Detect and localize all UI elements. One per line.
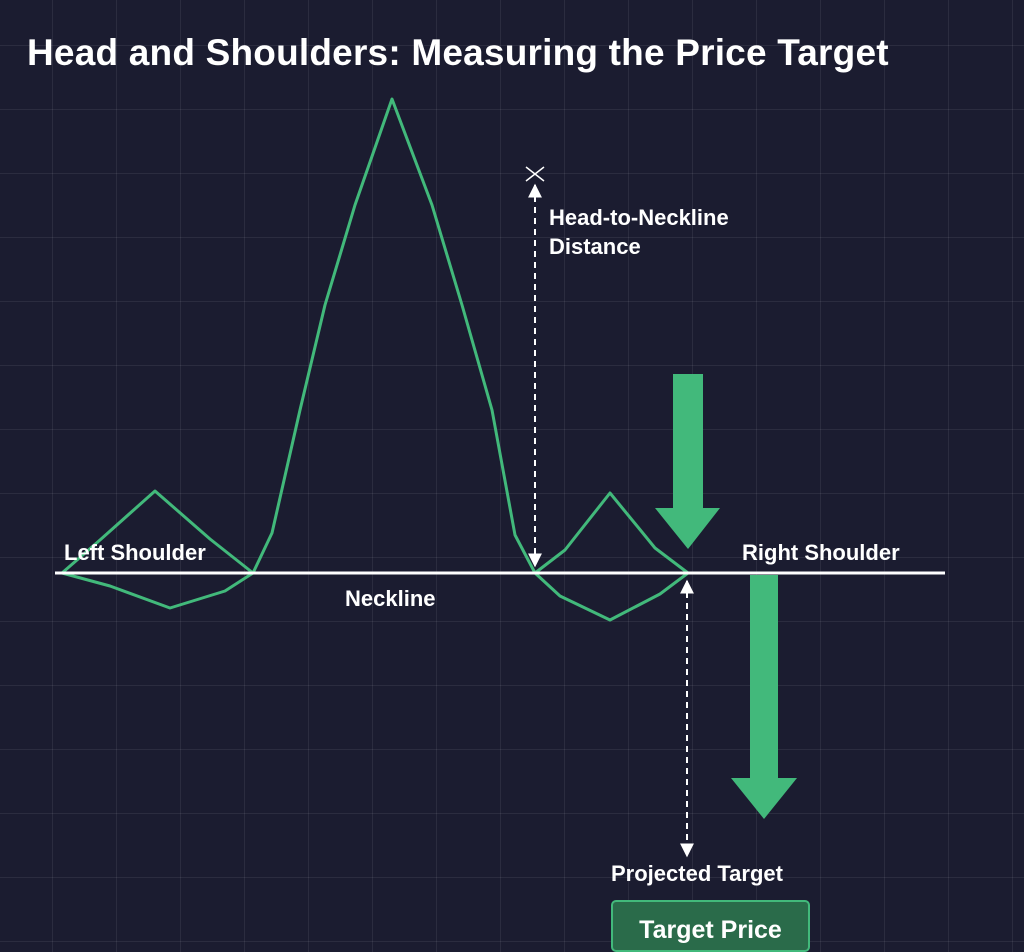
distance-top-cap xyxy=(525,166,545,182)
target-projection-arrow xyxy=(731,575,797,819)
neckline-label: Neckline xyxy=(345,586,436,611)
price-line-lower xyxy=(61,571,254,610)
head-to-neckline-distance-label: Head-to-Neckline Distance xyxy=(549,203,729,261)
target-price-badge: Target Price xyxy=(611,900,810,952)
breakdown-arrow xyxy=(655,374,720,549)
price-line-upper xyxy=(61,97,689,575)
price-line-lower-right xyxy=(533,571,689,622)
left-shoulder-label: Left Shoulder xyxy=(64,540,206,565)
page-title: Head and Shoulders: Measuring the Price … xyxy=(27,32,889,73)
distance-label-line-2: Distance xyxy=(549,234,641,259)
distance-label-line-1: Head-to-Neckline xyxy=(549,205,729,230)
projected-target-label: Projected Target xyxy=(611,861,783,886)
right-shoulder-label: Right Shoulder xyxy=(742,540,900,565)
